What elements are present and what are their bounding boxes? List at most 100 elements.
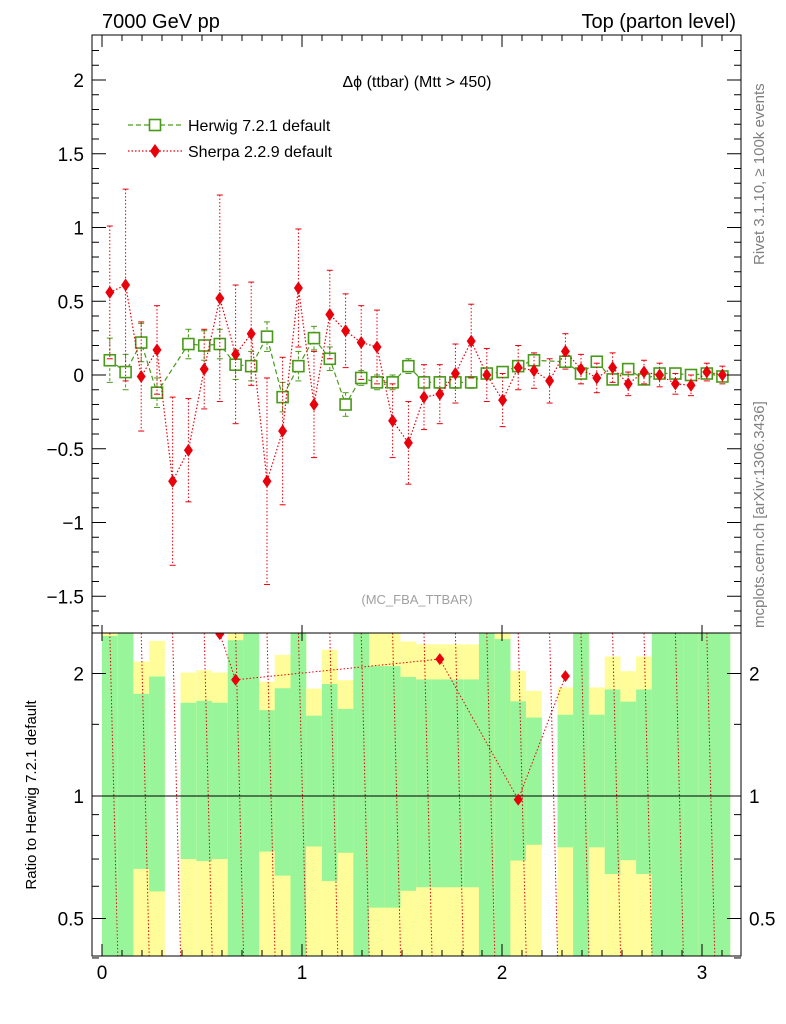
ratio-band-1sigma	[714, 633, 731, 956]
rivet-label: Rivet 3.1.10, ≥ 100k events	[751, 83, 768, 265]
sherpa-point	[246, 327, 256, 341]
sherpa-point	[231, 347, 241, 361]
ratio-band-1sigma	[667, 633, 684, 956]
y-tick-label: 0	[73, 366, 84, 387]
sherpa-point	[105, 285, 115, 299]
ratio-sherpa-point	[231, 673, 241, 686]
ratio-sherpa-trace	[109, 633, 119, 956]
ratio-sherpa-trace	[454, 633, 464, 956]
ratio-sherpa-trace	[580, 633, 590, 956]
legend-herwig-marker	[148, 118, 162, 132]
ratio-sherpa-point	[215, 633, 225, 641]
y-tick-label: 0.5	[58, 292, 84, 313]
herwig-point	[182, 337, 195, 351]
ratio-sherpa-trace	[517, 633, 527, 956]
ratio-sherpa-trace	[392, 633, 402, 956]
sherpa-point	[388, 414, 398, 428]
ratio-band-1sigma	[384, 666, 401, 908]
ratio-sherpa-line	[439, 658, 519, 800]
sherpa-point	[372, 340, 382, 354]
sherpa-point	[325, 308, 335, 322]
ratio-band-1sigma	[416, 679, 432, 888]
ratio-sherpa-trace	[706, 633, 716, 956]
header-right: Top (parton level)	[581, 11, 736, 33]
ratio-y-tick-label: 1	[73, 787, 84, 808]
ratio-sherpa-trace	[486, 633, 496, 956]
ratio-sherpa-point	[560, 670, 570, 683]
ratio-y-tick-label-right: 2	[749, 665, 760, 686]
ratio-band-1sigma	[211, 702, 228, 860]
ratio-band-1sigma	[526, 717, 542, 845]
ratio-sherpa-line	[517, 675, 566, 800]
sherpa-point	[341, 324, 351, 338]
ratio-y-tick-label-right: 1	[749, 787, 760, 808]
sherpa-point	[670, 377, 680, 391]
ratio-band-1sigma	[227, 640, 244, 956]
sherpa-point	[639, 365, 649, 379]
ratio-band-1sigma	[133, 693, 150, 869]
ratio-y-tick-label-right: 0.5	[749, 910, 775, 931]
ratio-sherpa-line	[235, 658, 440, 681]
herwig-point	[386, 376, 399, 389]
y-tick-label: −0.5	[46, 440, 84, 461]
y-tick-label: −1	[62, 514, 84, 535]
legend-sherpa-label: Sherpa 2.2.9 default	[188, 144, 333, 161]
chart-title: Δϕ (ttbar) (Mtt > 450)	[342, 74, 491, 91]
mcplots-label: mcplots.cern.ch [arXiv:1306.3436]	[751, 401, 768, 628]
sherpa-point	[419, 390, 429, 404]
ratio-band-1sigma	[588, 714, 605, 848]
sherpa-point	[592, 371, 602, 385]
ratio-band-1sigma	[259, 710, 275, 852]
sherpa-point	[513, 361, 523, 375]
sherpa-point	[482, 368, 492, 382]
sherpa-point	[121, 278, 131, 292]
ratio-frame	[91, 632, 742, 957]
ratio-y-tick-label: 0.5	[58, 910, 84, 931]
sherpa-point	[293, 281, 303, 295]
herwig-point	[260, 330, 274, 343]
ratio-band-1sigma	[321, 683, 338, 882]
ratio-sherpa-trace	[172, 633, 182, 956]
ratio-band-1sigma	[369, 666, 385, 908]
herwig-point	[496, 365, 509, 379]
herwig-line	[109, 335, 723, 406]
x-tick-label: 3	[697, 963, 708, 984]
y-tick-label: 1	[73, 219, 84, 240]
ratio-band-1sigma	[494, 639, 511, 956]
sherpa-point	[498, 393, 508, 407]
ratio-band-1sigma	[557, 714, 574, 848]
herwig-point	[354, 371, 368, 385]
sherpa-point	[435, 387, 445, 401]
watermark: (MC_FBA_TTBAR)	[361, 592, 472, 607]
sherpa-point	[168, 474, 178, 488]
y-tick-label: 1.5	[58, 145, 84, 166]
herwig-point	[292, 359, 305, 373]
sherpa-point	[655, 368, 665, 382]
ratio-band-1sigma	[636, 689, 652, 875]
x-tick-label: 0	[97, 963, 108, 984]
sherpa-point	[623, 377, 633, 391]
header-left: 7000 GeV pp	[102, 11, 220, 33]
ratio-sherpa-trace	[297, 633, 307, 956]
sherpa-point	[560, 344, 570, 358]
sherpa-line	[109, 284, 723, 484]
herwig-point	[621, 362, 635, 376]
ratio-sherpa-trace	[203, 633, 213, 956]
sherpa-point	[450, 367, 460, 381]
herwig-point	[213, 337, 227, 351]
sherpa-point	[529, 364, 539, 378]
ratio-band-1sigma	[604, 689, 621, 875]
ratio-band-1sigma	[463, 679, 480, 888]
ratio-sherpa-trace	[140, 633, 150, 956]
ratio-band-1sigma	[274, 688, 291, 876]
ratio-sherpa-point	[435, 653, 445, 666]
ratio-band-1sigma	[353, 633, 370, 956]
sherpa-point	[136, 369, 146, 383]
axis-ticks: 0 1 2 3 −1.5 −1 −0.5 0 0.5 1 1.5 2 0.5 0.5 1 1 2 2	[46, 35, 775, 984]
legend-sherpa-marker	[150, 144, 160, 158]
x-tick-label: 2	[497, 963, 508, 984]
ratio-sherpa-point	[513, 793, 523, 806]
ratio-sherpa-line	[219, 633, 237, 680]
sherpa-point	[356, 336, 366, 350]
